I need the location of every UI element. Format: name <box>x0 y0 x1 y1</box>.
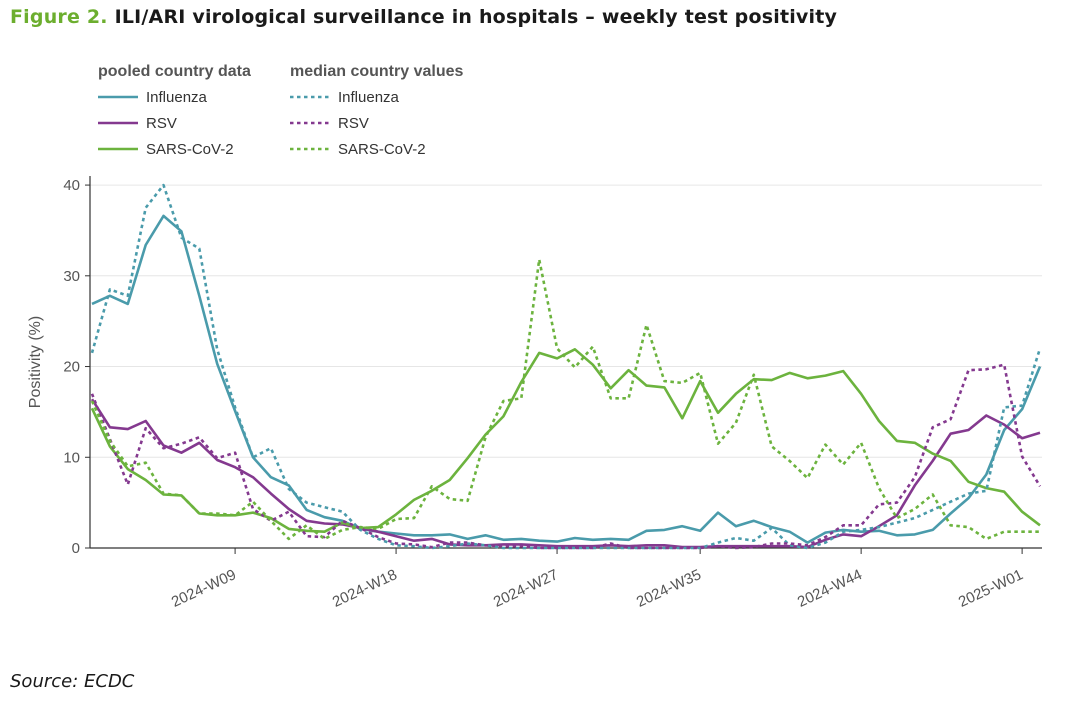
figure-title: Figure 2. ILI/ARI virological surveillan… <box>10 6 837 28</box>
series-line-median-rsv <box>90 363 1042 550</box>
y-tick-label: 40 <box>63 177 80 194</box>
figure-title-text: ILI/ARI virological surveillance in hosp… <box>114 6 838 28</box>
legend-label: SARS-CoV-2 <box>146 141 234 158</box>
y-tick-label: 0 <box>72 540 80 557</box>
y-tick-label: 30 <box>63 268 80 285</box>
y-gridlines <box>90 184 1042 458</box>
x-tick-label: 2024-W09 <box>169 566 239 611</box>
y-ticks: 0 10 20 30 40 <box>63 177 90 557</box>
series-line-pooled-rsv <box>90 398 1041 549</box>
legend-label: RSV <box>146 115 177 132</box>
series-line-pooled-influenza <box>91 214 1042 544</box>
x-tick-label: 2024-W27 <box>491 566 561 611</box>
source-note: Source: ECDC <box>10 671 135 692</box>
y-tick-label: 10 <box>63 449 80 466</box>
x-tick-label: 2024-W35 <box>634 566 704 611</box>
chart-legend: pooled country data median country values… <box>98 63 463 158</box>
legend-label: RSV <box>338 115 369 132</box>
x-tick-label: 2025-W01 <box>956 566 1026 611</box>
figure-number: Figure 2. <box>10 6 108 28</box>
legend-label: Influenza <box>146 89 208 106</box>
series-line-median-sars-cov-2 <box>90 258 1040 541</box>
legend-group-median: median country values <box>290 63 463 80</box>
y-axis-title: Positivity (%) <box>27 316 44 408</box>
chart-axes <box>89 176 1042 549</box>
y-tick-label: 20 <box>63 359 80 376</box>
legend-label: SARS-CoV-2 <box>338 141 426 158</box>
chart-series <box>90 183 1042 550</box>
x-tick-label: 2024-W44 <box>795 566 865 611</box>
x-ticks: 2024-W09 2024-W18 2024-W27 2024-W35 2024-W44… <box>169 548 1026 611</box>
legend-group-pooled: pooled country data <box>98 63 251 80</box>
legend-label: Influenza <box>338 89 400 106</box>
x-tick-label: 2024-W18 <box>330 566 400 611</box>
series-line-median-influenza <box>90 183 1042 550</box>
series-line-pooled-sars-cov-2 <box>90 347 1041 534</box>
